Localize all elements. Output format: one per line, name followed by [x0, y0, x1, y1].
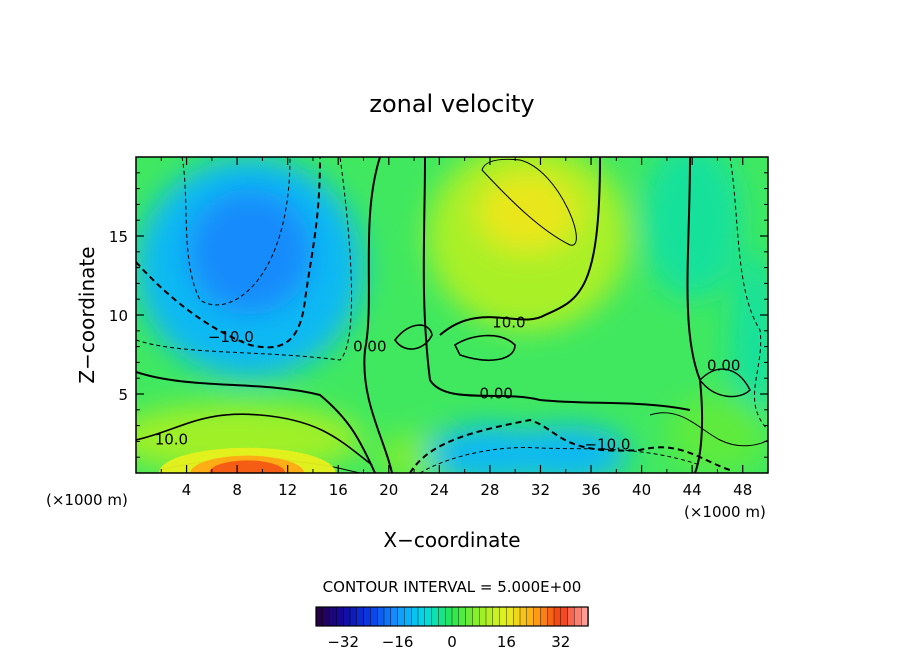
contour-line [136, 371, 376, 473]
colorbar-swatch [370, 606, 378, 627]
x-unit-right: (×1000 m) [684, 503, 766, 521]
colorbar-swatch [574, 606, 582, 627]
x-tick-label: 12 [278, 481, 297, 499]
colorbar-tick-label: −16 [382, 633, 414, 651]
colorbar-swatch [547, 606, 555, 627]
colorbar-tick-label: −32 [327, 633, 359, 651]
y-tick-label: 15 [109, 228, 128, 246]
y-tick-label: 5 [118, 386, 128, 404]
colorbar-swatch [424, 606, 433, 627]
colorbar-swatch [526, 606, 535, 627]
contour-label: −10.0 [208, 328, 254, 346]
contour-line [181, 157, 291, 306]
colorbar-swatch [465, 606, 474, 627]
y-axis-label: Z−coordinate [75, 246, 99, 383]
x-tick-label: 48 [733, 481, 752, 499]
contour-line [363, 157, 393, 473]
contour-label: 0.00 [480, 385, 513, 403]
x-tick-label: 36 [581, 481, 600, 499]
colorbar: −32 −16 0 16 32 [315, 606, 589, 651]
chart-title: zonal velocity [369, 90, 534, 118]
x-tick-label: 40 [632, 481, 651, 499]
colorbar-swatch [363, 606, 372, 627]
x-tick-label: 8 [232, 481, 242, 499]
colorbar-swatch [397, 606, 406, 627]
colorbar-swatch [567, 606, 576, 627]
contour-line [394, 324, 433, 350]
colorbar-swatch [322, 606, 331, 627]
x-unit-left: (×1000 m) [46, 491, 128, 509]
contour-line [649, 412, 768, 447]
heatmap-field [136, 157, 768, 473]
colorbar-swatch [513, 606, 521, 627]
colorbar-swatch [533, 606, 542, 627]
contour-line [453, 334, 516, 361]
colorbar-swatch [404, 606, 412, 627]
x-tick-label: 4 [182, 481, 192, 499]
colorbar-swatch [411, 606, 419, 627]
colorbar-swatch [315, 606, 324, 627]
contour-label: 0.00 [353, 337, 386, 355]
x-tick-label: 16 [329, 481, 348, 499]
colorbar-swatch [553, 606, 562, 627]
contour-interval-text: CONTOUR INTERVAL = 5.000E+00 [323, 578, 582, 596]
contour-label: 0.00 [707, 356, 740, 374]
colorbar-swatch [383, 606, 392, 627]
colorbar-swatch [390, 606, 399, 627]
x-axis-label: X−coordinate [383, 528, 520, 552]
y-tick-label: 10 [109, 307, 128, 325]
colorbar-swatch [336, 606, 344, 627]
colorbar-swatch [540, 606, 548, 627]
contour-line [729, 157, 768, 431]
colorbar-swatch [472, 606, 480, 627]
colorbar-swatch [356, 606, 365, 627]
colorbar-swatch [479, 606, 487, 627]
colorbar-swatch [343, 606, 351, 627]
colorbar-frame [315, 606, 589, 627]
x-tick-label: 32 [531, 481, 550, 499]
contour-line [136, 157, 321, 349]
contour-line [481, 158, 577, 246]
colorbar-swatch [349, 606, 358, 627]
colorbar-swatch [451, 606, 460, 627]
colorbar-swatch [492, 606, 501, 627]
colorbar-swatch [417, 606, 426, 627]
colorbar-swatch [438, 606, 446, 627]
colorbar-swatch [445, 606, 453, 627]
contour-line [409, 418, 731, 473]
colorbar-swatch [377, 606, 385, 627]
x-tick-label: 20 [379, 481, 398, 499]
hot-core [158, 447, 336, 473]
contour-label: 10.0 [492, 314, 525, 332]
colorbar-swatch [506, 606, 514, 627]
x-tick-label: 28 [480, 481, 499, 499]
contour-line [136, 413, 373, 466]
contour-line [422, 157, 691, 411]
contour-line [686, 157, 704, 473]
contour-line [136, 157, 353, 361]
colorbar-swatch [431, 606, 440, 627]
colorbar-tick-label: 0 [447, 633, 457, 651]
colorbar-swatch [329, 606, 338, 627]
contour-line [419, 447, 701, 473]
contour-line [699, 368, 751, 398]
contour-line [439, 157, 601, 336]
colorbar-swatch [519, 606, 528, 627]
contour-label: 10.0 [155, 431, 188, 449]
colorbar-swatch [560, 606, 569, 627]
x-tick-label: 44 [683, 481, 702, 499]
colorbar-swatch [499, 606, 508, 627]
contour-label: −10.0 [584, 435, 630, 453]
colorbar-tick-label: 16 [497, 633, 516, 651]
colorbar-swatch [458, 606, 467, 627]
colorbar-swatch [485, 606, 494, 627]
colorbar-tick-label: 32 [551, 633, 570, 651]
x-tick-label: 24 [430, 481, 449, 499]
